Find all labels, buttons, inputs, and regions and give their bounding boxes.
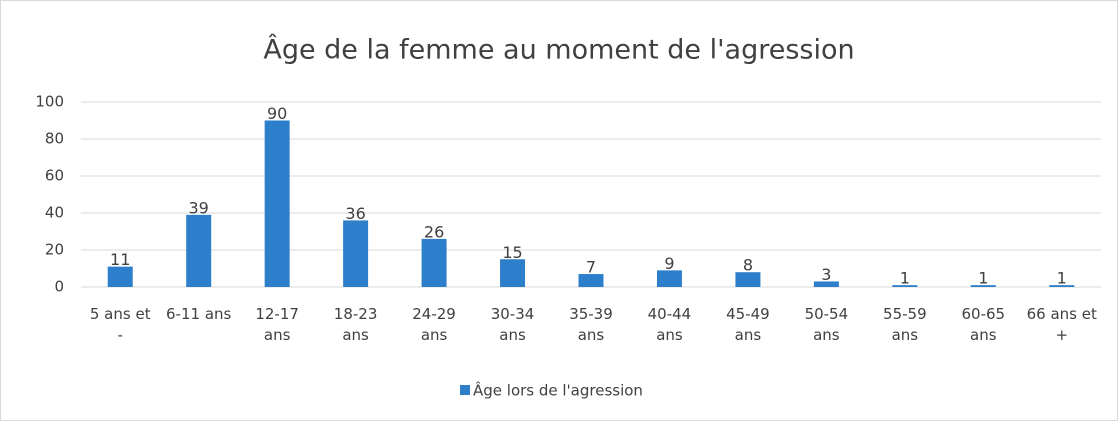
legend-label: Âge lors de l'agression — [473, 381, 643, 400]
x-tick-label: 50-54 ans — [804, 305, 849, 344]
bar — [970, 285, 996, 287]
x-tick-label: 66 ans et + — [1026, 305, 1097, 344]
bar — [1049, 285, 1075, 287]
data-label: 26 — [424, 222, 444, 241]
data-label: 11 — [110, 250, 130, 269]
data-label: 9 — [664, 254, 674, 273]
data-label: 7 — [586, 258, 596, 277]
y-tick-label: 60 — [45, 167, 64, 185]
x-tick-label: 35-39 ans — [569, 305, 613, 344]
bar — [656, 270, 682, 287]
y-tick-label: 40 — [45, 204, 64, 222]
data-label: 3 — [821, 265, 831, 284]
bar — [500, 259, 526, 287]
data-label: 15 — [502, 243, 522, 262]
y-tick-label: 20 — [45, 241, 64, 259]
data-label: 36 — [345, 204, 365, 223]
x-tick-label: 60-65 ans — [961, 305, 1006, 344]
bar — [813, 281, 839, 287]
x-tick-label: 40-44 ans — [647, 305, 692, 344]
y-tick-label: 100 — [35, 93, 64, 111]
y-tick-label: 0 — [54, 278, 64, 296]
x-tick-label: 55-59 ans — [883, 305, 927, 344]
x-tick-label: 5 ans et - — [89, 305, 151, 344]
data-label: 1 — [978, 269, 988, 288]
bar — [264, 120, 290, 287]
x-tick-label: 30-34 ans — [490, 305, 535, 344]
bar — [107, 266, 133, 287]
data-label: 1 — [900, 269, 910, 288]
data-label: 8 — [743, 256, 753, 275]
bar — [186, 214, 212, 287]
x-tick-label: 18-23 ans — [333, 305, 378, 344]
bar — [578, 274, 604, 287]
y-tick-label: 80 — [45, 130, 64, 148]
data-label: 1 — [1057, 269, 1067, 288]
bar — [735, 272, 761, 287]
x-tick-label: 45-49 ans — [726, 305, 770, 344]
chart-title: Âge de la femme au moment de l'agression — [263, 34, 854, 66]
bar — [343, 220, 369, 287]
bar — [421, 238, 447, 287]
legend-swatch — [460, 385, 470, 395]
x-tick-label: 12-17 ans — [255, 305, 299, 344]
data-label: 90 — [267, 104, 287, 123]
x-tick-label: 24-29 ans — [412, 305, 456, 344]
data-label: 39 — [189, 198, 209, 217]
bar — [892, 285, 918, 287]
x-tick-label: 6-11 ans — [166, 305, 232, 323]
